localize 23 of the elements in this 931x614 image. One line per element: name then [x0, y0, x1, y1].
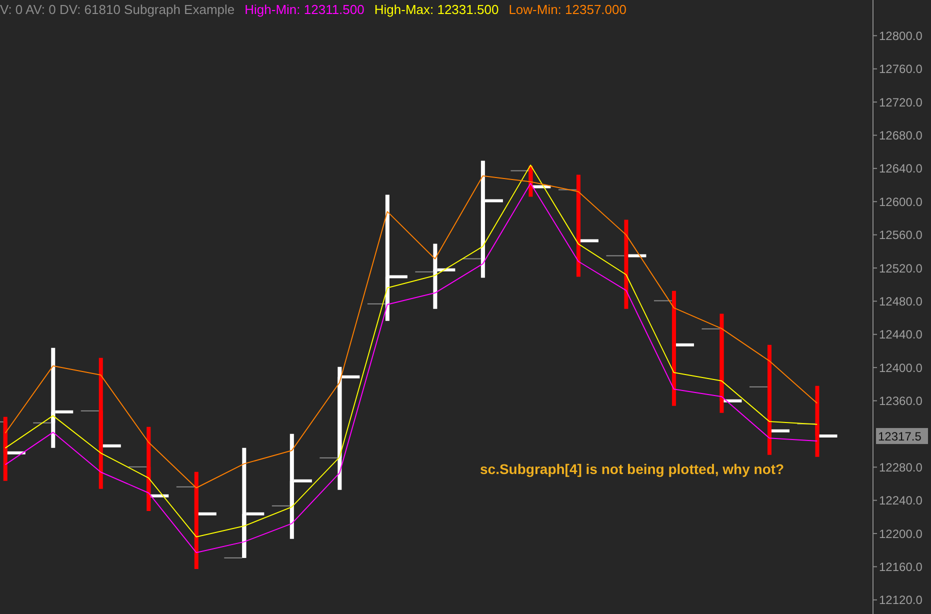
y-tick-label: 12480.0	[879, 294, 923, 308]
annotation: sc.Subgraph[4] is not being plotted, why not?	[480, 460, 786, 479]
y-tick-label: 12560.0	[879, 228, 923, 242]
text: Low-Min: 12357.000	[508, 2, 626, 17]
y-tick-label: 12640.0	[879, 162, 923, 176]
y-tick-label: 12520.0	[879, 261, 923, 276]
y-tick-label: 12720.0	[879, 95, 923, 110]
chart-title: V: 0 AV: 0 DV: 61810 Subgraph Example	[0, 2, 235, 17]
y-tick-label: 12240.0	[879, 494, 923, 508]
y-tick-label: 12760.0	[879, 62, 923, 76]
text: 12317.5	[878, 430, 922, 444]
y-tick-label: 12120.0	[879, 593, 923, 608]
text: High-Max: 12331.500	[374, 2, 499, 17]
y-tick-label: 12600.0	[879, 194, 923, 209]
y-tick-label: 12280.0	[879, 460, 923, 474]
y-tick-label: 12440.0	[879, 328, 923, 342]
y-tick-label: 12400.0	[879, 360, 923, 375]
y-tick-label: 12680.0	[879, 128, 923, 143]
y-tick-label: 12160.0	[879, 560, 923, 574]
y-tick-label: 12200.0	[879, 526, 923, 541]
text: High-Min: 12311.500	[244, 2, 364, 17]
y-tick-label: 12360.0	[879, 394, 923, 408]
y-tick-label: 12800.0	[879, 28, 923, 43]
